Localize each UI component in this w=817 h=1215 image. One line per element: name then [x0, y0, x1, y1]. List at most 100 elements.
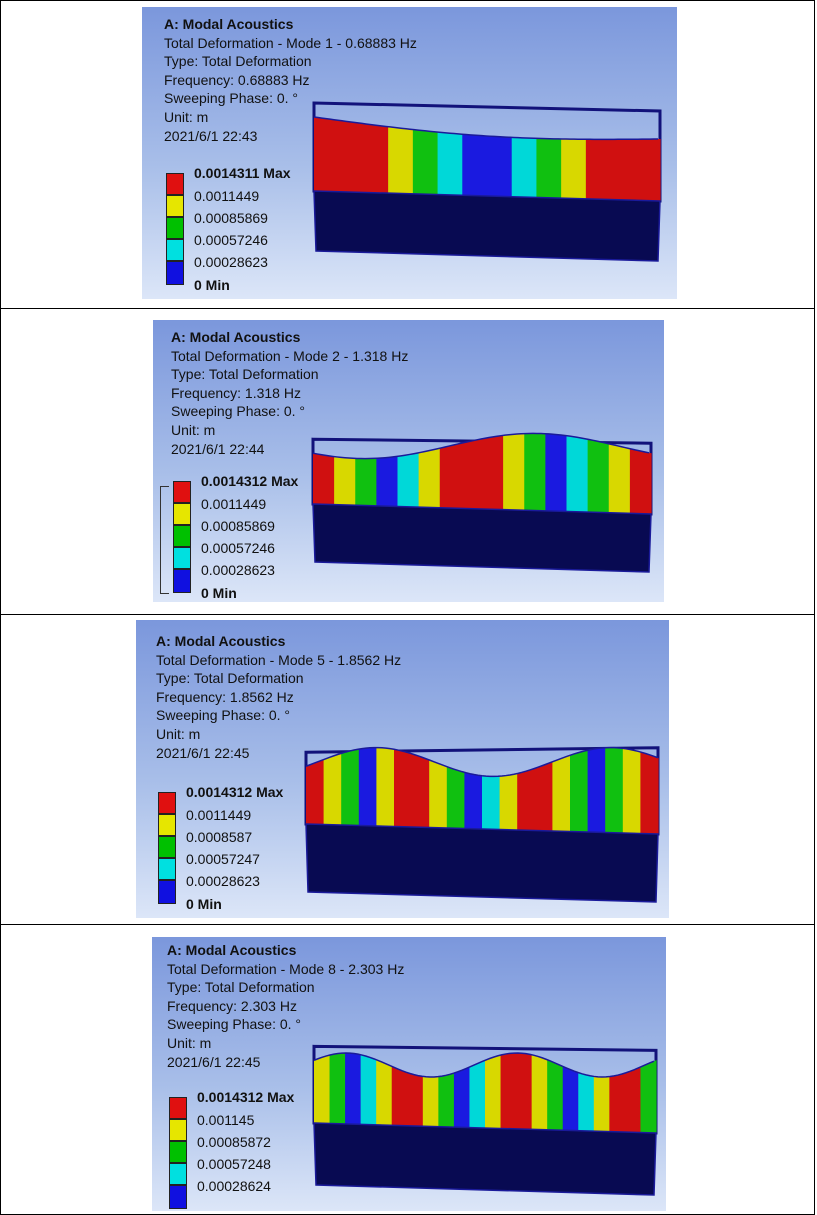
- legend-swatch-green: [169, 1141, 187, 1163]
- result-panel-3: A: Modal Acoustics Total Deformation - M…: [136, 620, 669, 918]
- deformation-stripe: [562, 1066, 579, 1131]
- legend-min: 0 Min: [194, 277, 230, 293]
- legend-value: 0.0008587: [186, 829, 253, 845]
- deformation-stripe: [487, 136, 513, 197]
- panel-header: A: Modal Acoustics Total Deformation - M…: [156, 632, 401, 762]
- model-view-4: [312, 1044, 658, 1196]
- deformation-stripe: [622, 748, 641, 834]
- legend-value: 0.00057248: [197, 1156, 271, 1172]
- legend-min: 0 Min: [186, 896, 222, 912]
- legend-value: 0.00057246: [201, 540, 275, 556]
- deformation-stripe: [517, 768, 536, 831]
- legend-value: 0.00028624: [197, 1178, 271, 1194]
- solid-base: [312, 503, 652, 573]
- date-line: 2021/6/1 22:45: [167, 1053, 261, 1070]
- panel-subtitle: Total Deformation - Mode 8 - 2.303 Hz: [167, 960, 405, 977]
- result-panel-4: A: Modal Acoustics Total Deformation - M…: [152, 937, 666, 1211]
- deformation-stripe: [391, 1066, 408, 1126]
- deformation-stripe: [358, 747, 377, 827]
- result-panel-2: A: Modal Acoustics Total Deformation - M…: [153, 320, 664, 602]
- color-legend: 0.0014312 Max 0.0011449 0.0008587 0.0005…: [156, 784, 316, 914]
- panel-header: A: Modal Acoustics Total Deformation - M…: [171, 328, 408, 458]
- deformation-stripe: [313, 453, 335, 505]
- legend-swatch-cyan: [173, 547, 191, 569]
- deformation-stripe: [640, 1060, 657, 1134]
- legend-value: 0.00057247: [186, 851, 260, 867]
- legend-min: 0 Min: [201, 585, 237, 601]
- legend-swatch-blue: [173, 569, 191, 593]
- deformation-stripe: [547, 1059, 564, 1131]
- legend-bracket: [160, 486, 169, 594]
- panel-subtitle: Total Deformation - Mode 2 - 1.318 Hz: [171, 347, 409, 364]
- deformation-stripe: [376, 1059, 393, 1126]
- type-line: Type: Total Deformation: [164, 53, 312, 70]
- deformation-stripe: [376, 456, 399, 507]
- phase-line: Sweeping Phase: 0. °: [164, 90, 299, 107]
- legend-swatch-red: [166, 173, 184, 195]
- legend-swatch-red: [169, 1097, 187, 1119]
- model-view-2: [311, 432, 653, 573]
- result-panel-1: A: Modal Acoustics Total Deformation - M…: [142, 7, 677, 299]
- deformation-stripe: [485, 1054, 502, 1129]
- free-surface-line: [313, 116, 659, 141]
- deformation-stripe: [536, 138, 562, 199]
- legend-swatch-green: [173, 525, 191, 547]
- deformation-stripe: [363, 123, 389, 194]
- model-view-3: [304, 746, 660, 903]
- frequency-line: Frequency: 1.8562 Hz: [156, 688, 294, 705]
- deformation-stripe: [524, 433, 546, 511]
- deformation-stripe: [482, 435, 504, 510]
- legend-value: 0.00057246: [194, 232, 268, 248]
- legend-swatch-yellow: [166, 195, 184, 217]
- legend-swatch-green: [158, 836, 176, 858]
- deformation-stripe: [407, 1072, 424, 1127]
- deformation-stripe: [605, 747, 624, 834]
- free-surface-line: [313, 1052, 655, 1078]
- panel-title: A: Modal Acoustics: [167, 942, 297, 958]
- deformation-stripe: [418, 448, 441, 508]
- panel-title: A: Modal Acoustics: [171, 329, 301, 345]
- deformation-stripe: [334, 456, 356, 506]
- deformation-stripe: [585, 139, 612, 200]
- legend-swatch-green: [166, 217, 184, 239]
- deformation-stripe: [534, 761, 553, 832]
- phase-line: Sweeping Phase: 0. °: [167, 1016, 302, 1033]
- deformation-stripe: [629, 448, 652, 515]
- deformation-stripe: [429, 759, 448, 829]
- deformation-stripe: [338, 120, 365, 193]
- legend-value: 0.00085869: [201, 518, 275, 534]
- deformation-stripe: [446, 766, 465, 829]
- free-surface-line: [312, 432, 650, 460]
- color-legend: 0.0014312 Max 0.0011449 0.00085869 0.000…: [171, 473, 331, 602]
- deformation-stripe: [587, 747, 606, 833]
- legend-swatch-blue: [166, 261, 184, 285]
- deformation-stripe: [345, 1053, 362, 1125]
- legend-swatch-red: [158, 792, 176, 814]
- solid-base: [313, 1122, 657, 1196]
- deformation-stripe: [566, 435, 589, 513]
- deformation-stripe: [499, 773, 518, 831]
- deformation-stripe: [412, 129, 439, 195]
- deformation-stripe: [640, 751, 659, 835]
- deformation-stripe: [460, 438, 483, 510]
- legend-swatch-blue: [158, 880, 176, 904]
- deformation-stripe: [397, 452, 420, 508]
- unit-line: Unit: m: [164, 108, 209, 125]
- legend-value: 0.00028623: [186, 873, 260, 889]
- legend-swatch-yellow: [169, 1119, 187, 1141]
- legend-swatch-cyan: [158, 858, 176, 880]
- deformation-stripe: [376, 747, 395, 827]
- panel-title: A: Modal Acoustics: [156, 633, 286, 649]
- deformation-stripe: [462, 134, 488, 197]
- unit-line: Unit: m: [167, 1034, 212, 1051]
- date-line: 2021/6/1 22:44: [171, 440, 265, 457]
- deformation-stripe: [516, 1053, 533, 1130]
- deformation-stripe: [314, 117, 340, 192]
- unit-line: Unit: m: [171, 421, 216, 438]
- deformation-stripe: [511, 137, 538, 198]
- deformation-stripe: [411, 753, 430, 828]
- frequency-line: Frequency: 2.303 Hz: [167, 997, 297, 1014]
- type-line: Type: Total Deformation: [156, 670, 304, 687]
- legend-max: 0.0014312 Max: [197, 1089, 295, 1105]
- frequency-line: Frequency: 0.68883 Hz: [164, 71, 310, 88]
